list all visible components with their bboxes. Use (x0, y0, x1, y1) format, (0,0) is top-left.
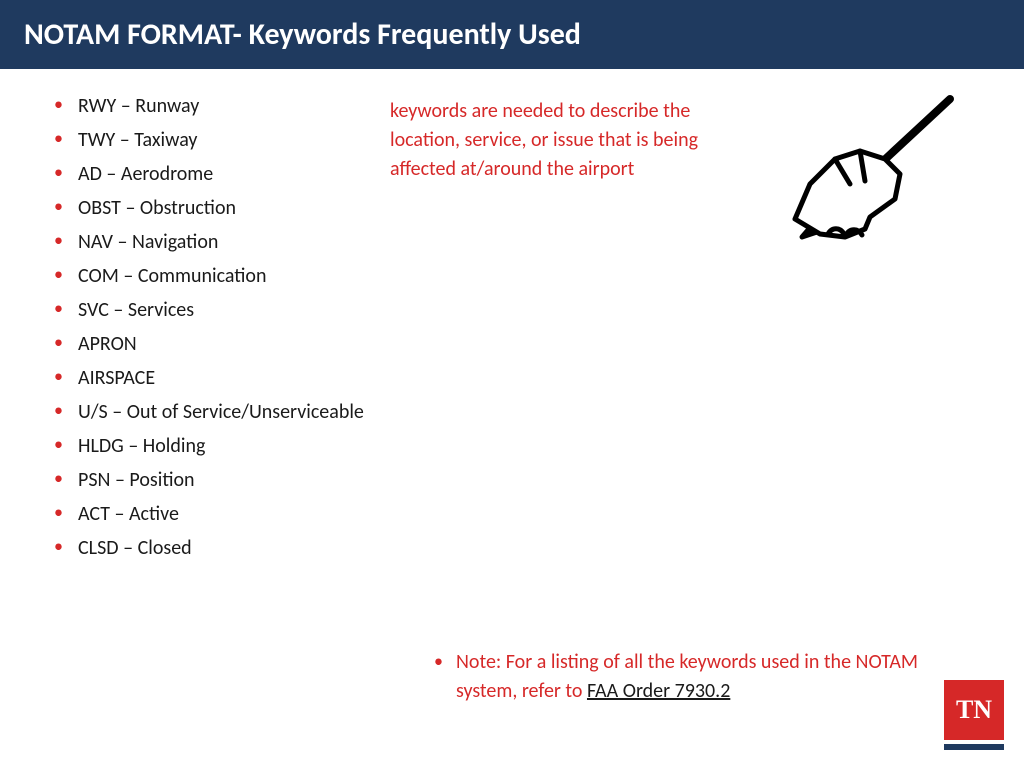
list-item: TWY – Taxiway (50, 123, 430, 157)
keyword-text: NAV – Navigation (78, 230, 218, 254)
keyword-text: APRON (78, 332, 137, 356)
keyword-text: U/S – Out of Service/Unserviceable (78, 400, 364, 424)
keyword-text: HLDG – Holding (78, 434, 205, 458)
list-item: RWY – Runway (50, 89, 430, 123)
tn-logo: TN (944, 680, 1004, 750)
slide-header: NOTAM FORMAT- Keywords Frequently Used (0, 0, 1024, 69)
list-item: OBST – Obstruction (50, 191, 430, 225)
description-text: keywords are needed to describe the loca… (390, 97, 710, 184)
keyword-text: RWY – Runway (78, 94, 199, 118)
list-item: COM – Communication (50, 259, 430, 293)
list-item: PSN – Position (50, 463, 430, 497)
list-item: ACT – Active (50, 497, 430, 531)
note-link[interactable]: FAA Order 7930.2 (587, 679, 730, 703)
keyword-text: CLSD – Closed (78, 536, 192, 560)
keyword-text: ACT – Active (78, 502, 179, 526)
keyword-text: TWY – Taxiway (78, 128, 197, 152)
keyword-text: OBST – Obstruction (78, 196, 236, 220)
logo-box: TN (944, 680, 1004, 740)
list-item: AD – Aerodrome (50, 157, 430, 191)
keyword-text: COM – Communication (78, 264, 267, 288)
logo-text: TN (956, 695, 992, 725)
slide-title: NOTAM FORMAT- Keywords Frequently Used (24, 16, 581, 53)
list-item: CLSD – Closed (50, 531, 430, 565)
keyword-list: RWY – Runway TWY – Taxiway AD – Aerodrom… (50, 89, 430, 565)
list-item: APRON (50, 327, 430, 361)
footnote-area: Note: For a listing of all the keywords … (430, 648, 970, 706)
keyword-text: AD – Aerodrome (78, 162, 213, 186)
note-list: Note: For a listing of all the keywords … (430, 648, 970, 706)
hand-writing-icon (750, 89, 970, 249)
keyword-text: SVC – Services (78, 298, 194, 322)
list-item: AIRSPACE (50, 361, 430, 395)
list-item: HLDG – Holding (50, 429, 430, 463)
list-item: U/S – Out of Service/Unserviceable (50, 395, 430, 429)
list-item: NAV – Navigation (50, 225, 430, 259)
keyword-text: AIRSPACE (78, 366, 155, 390)
slide-content: RWY – Runway TWY – Taxiway AD – Aerodrom… (0, 69, 1024, 565)
logo-bar (944, 744, 1004, 750)
list-item: SVC – Services (50, 293, 430, 327)
keyword-text: PSN – Position (78, 468, 195, 492)
note-item: Note: For a listing of all the keywords … (430, 648, 970, 706)
